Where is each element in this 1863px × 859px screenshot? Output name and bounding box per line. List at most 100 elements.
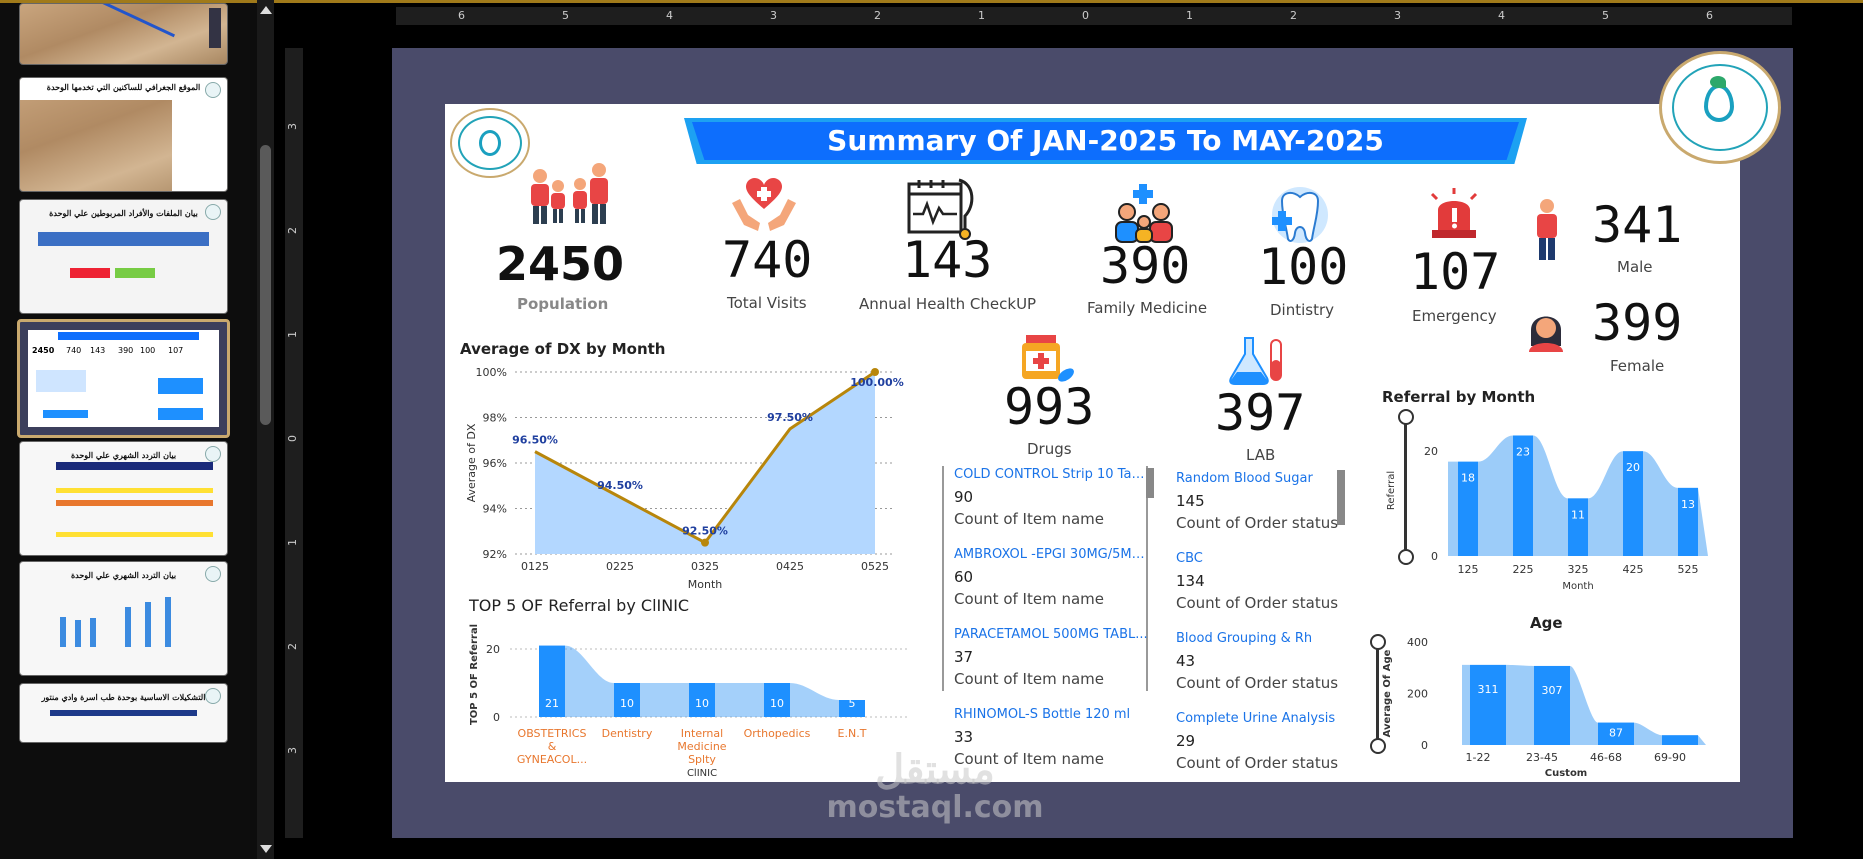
ruler-tick-label: 5 (1602, 9, 1609, 22)
ruler-tick-label: 0 (1082, 9, 1089, 22)
slide-thumbnail-7[interactable]: التشكيلات الاساسية بوحدة طب اسرة وادي من… (19, 683, 228, 743)
slide-thumbnail-3[interactable]: بيان الملفات والأفراد المربوطين علي الوح… (19, 199, 228, 314)
x-tick-label: 0125 (521, 560, 549, 573)
drug-count: 33 (954, 728, 974, 746)
lab-list-scrollbar[interactable] (1337, 470, 1345, 525)
lab-label: LAB (1246, 446, 1276, 464)
family-medicine-icon (1115, 184, 1173, 243)
lab-item[interactable]: CBC 134 Count of Order status (1176, 551, 1346, 612)
data-label: 87 (1609, 727, 1623, 740)
x-tick-label: 325 (1568, 563, 1589, 576)
drug-list-scrollbar[interactable] (1146, 468, 1154, 498)
referral-clinic-chart-title: TOP 5 OF Referral by ClINIC (469, 596, 690, 615)
scrollbar-thumb[interactable] (260, 145, 271, 425)
drug-item[interactable]: PARACETAMOL 500MG TABL... 37 Count of It… (954, 627, 1149, 688)
clinic-bar (539, 645, 565, 717)
emergency-siren-icon (1430, 188, 1478, 238)
data-label: 307 (1542, 684, 1563, 697)
drug-item[interactable]: AMBROXOL -EPGI 30MG/5ML... 60 Count of I… (954, 547, 1149, 608)
x-tick-label: Orthopedics (744, 727, 811, 740)
y-tick-label: 96% (483, 457, 507, 470)
clinic-bar (614, 683, 640, 717)
drug-name: COLD CONTROL Strip 10 Tabl... (954, 467, 1149, 482)
x-tick-label: Medicine (677, 740, 726, 753)
family-group-icon (531, 163, 608, 224)
ruler-tick-label: 2 (1290, 9, 1297, 22)
emergency-value: 107 (1410, 243, 1501, 301)
referral-bar (1678, 487, 1698, 556)
dx-point (871, 368, 879, 376)
x-tick-label: 225 (1513, 563, 1534, 576)
referral-month-chart-title: Referral by Month (1382, 388, 1536, 406)
referral-bar (1568, 498, 1588, 556)
logo-icon (205, 566, 221, 582)
female-label: Female (1610, 357, 1665, 375)
y-tick-label: 0 (1421, 739, 1428, 752)
x-tick-label: 0225 (606, 560, 634, 573)
x-tick-label: 425 (1623, 563, 1644, 576)
checkup-label: Annual Health CheckUP (859, 295, 1037, 313)
y-tick-label: 20 (1424, 445, 1438, 458)
drug-item[interactable]: COLD CONTROL Strip 10 Tabl... 90 Count o… (954, 467, 1149, 528)
logo-icon (205, 688, 221, 704)
x-tick-label: Dentistry (602, 727, 653, 740)
age-slicer-handle-top[interactable] (1370, 634, 1386, 650)
watermark-arabic: مستقل (875, 746, 995, 793)
age-bar (1598, 722, 1634, 745)
referral-bar (1623, 451, 1643, 556)
lab-test-caption: Count of Order status (1176, 514, 1339, 532)
age-chart[interactable]: 0 200 400 311 1-22 307 23-45 87 46-68 69-90 Custom… (1360, 630, 1720, 782)
vertical-ruler: 3 2 1 0 1 2 3 (285, 48, 303, 838)
x-axis-title: ClINIC (687, 768, 717, 779)
data-label: 92.50% (682, 525, 728, 538)
y-axis-title: Referral (1386, 471, 1397, 510)
age-bar (1662, 735, 1698, 745)
referral-slicer-handle-bottom[interactable] (1398, 549, 1414, 565)
slide-thumbnail-pane[interactable]: الموقع الجغرافي للساكنين التي تخدمها الو… (0, 3, 262, 859)
map-legend (209, 8, 221, 48)
lab-flask-icon (1229, 337, 1282, 385)
y-tick-label: 400 (1407, 636, 1428, 649)
referral-month-chart[interactable]: 0 20 18 125 23 225 11 325 20 425 13 525 Month Referra… (1378, 405, 1723, 595)
drugs-value: 993 (1004, 378, 1095, 436)
scroll-up-icon[interactable] (260, 6, 272, 14)
slide-thumbnail-1[interactable] (19, 3, 228, 65)
data-label: 311 (1478, 683, 1499, 696)
logo-icon (205, 446, 221, 462)
lab-item[interactable]: Random Blood Sugar 145 Count of Order st… (1176, 471, 1346, 532)
drug-count: 90 (954, 488, 974, 506)
lab-test-caption: Count of Order status (1176, 754, 1339, 771)
y-tick-label: 200 (1407, 688, 1428, 701)
y-axis-title: TOP 5 OF Referral (469, 624, 480, 725)
drug-item[interactable]: RHINOMOL-S Bottle 120 ml 33 Count of Ite… (954, 707, 1149, 767)
slide-thumbnail-2[interactable]: الموقع الجغرافي للساكنين التي تخدمها الو… (19, 77, 228, 192)
data-label: 20 (1626, 461, 1640, 474)
lab-item[interactable]: Complete Urine Analysis 29 Count of Orde… (1176, 711, 1346, 771)
data-label: 11 (1571, 508, 1585, 521)
slide-thumbnail-5[interactable]: بيان التردد الشهري علي الوحدة (19, 441, 228, 556)
scroll-down-icon[interactable] (260, 845, 272, 853)
slide-thumbnail-6[interactable]: بيان التردد الشهري علي الوحدة (19, 561, 228, 676)
data-label: 10 (770, 697, 784, 710)
referral-slicer-handle-top[interactable] (1398, 409, 1414, 425)
heart-hands-icon (732, 178, 796, 231)
ruler-tick-label: 3 (286, 123, 299, 130)
y-tick-label: 98% (483, 412, 507, 425)
y-tick-label: 100% (476, 366, 507, 379)
age-bar (1534, 665, 1570, 745)
referral-clinic-chart[interactable]: 0 20 21 OBSTETRICS&GYNEACOL... 10 Dentistry 10… (460, 620, 920, 782)
dx-line-chart[interactable]: 92% 94% 96% 98% 100% 96.50% 0125 94.50% 0225 92.5… (455, 360, 925, 600)
dentistry-value: 100 (1258, 238, 1349, 296)
age-slicer-handle-bottom[interactable] (1370, 738, 1386, 754)
x-tick-label: 46-68 (1590, 751, 1622, 764)
y-tick-label: 0 (493, 711, 500, 724)
thumbnail-scrollbar[interactable] (257, 0, 274, 859)
total-visits-value: 740 (722, 231, 813, 289)
slide-thumbnail-4[interactable]: 2450 740 143 390 100 107 (17, 319, 230, 438)
checkup-value: 143 (902, 231, 993, 289)
lab-item[interactable]: Blood Grouping & Rh 43 Count of Order st… (1176, 631, 1346, 692)
female-icon (1529, 316, 1563, 352)
lab-test-count: 43 (1176, 652, 1196, 670)
ruler-tick-label: 2 (874, 9, 881, 22)
dashboard-title: Summary Of JAN-2025 To MAY-2025 (692, 122, 1519, 160)
